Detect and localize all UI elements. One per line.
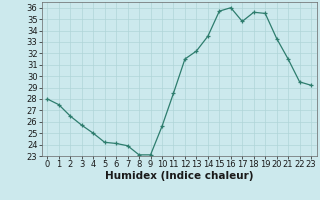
X-axis label: Humidex (Indice chaleur): Humidex (Indice chaleur) <box>105 171 253 181</box>
